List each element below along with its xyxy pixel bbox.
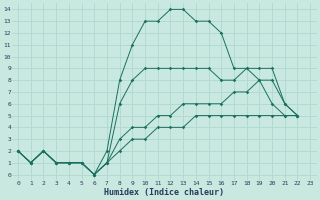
X-axis label: Humidex (Indice chaleur): Humidex (Indice chaleur)	[104, 188, 224, 197]
